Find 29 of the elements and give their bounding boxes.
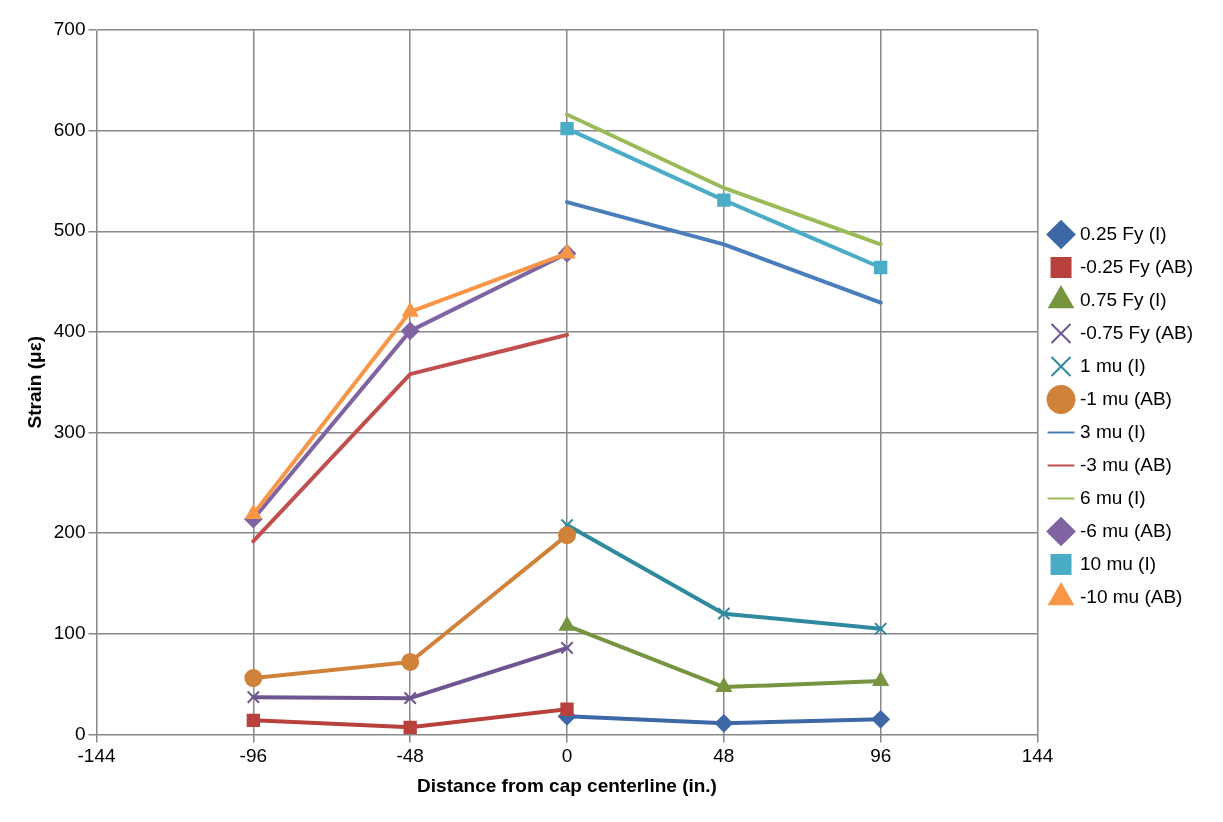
legend-label: 10 mu (I) — [1080, 552, 1157, 574]
y-tick-label: 200 — [53, 521, 86, 543]
legend-label: -0.75 Fy (AB) — [1080, 321, 1194, 343]
y-tick-label: 700 — [53, 18, 86, 40]
x-tick-label: 48 — [713, 745, 735, 767]
y-tick-label: 100 — [53, 622, 86, 644]
y-tick-label: 500 — [53, 219, 86, 241]
x-tick-label: -48 — [396, 745, 424, 767]
x-tick-label: 96 — [870, 745, 892, 767]
y-axis-title: Strain (με) — [23, 335, 45, 429]
x-tick-label: -144 — [77, 745, 116, 767]
legend-label: -1 mu (AB) — [1080, 387, 1172, 409]
legend-label: -0.25 Fy (AB) — [1080, 255, 1194, 277]
legend-label: -10 mu (AB) — [1080, 585, 1183, 607]
legend-label: 6 mu (I) — [1080, 486, 1146, 508]
legend-label: -3 mu (AB) — [1080, 453, 1172, 475]
x-tick-label: 144 — [1021, 745, 1054, 767]
legend-label: 1 mu (I) — [1080, 354, 1146, 376]
x-tick-label: -96 — [239, 745, 268, 767]
legend-label: 0.25 Fy (I) — [1080, 222, 1167, 244]
x-tick-label: 0 — [561, 745, 573, 767]
x-axis-title: Distance from cap centerline (in.) — [417, 774, 717, 796]
legend-label: -6 mu (AB) — [1080, 519, 1172, 541]
legend-label: 3 mu (I) — [1080, 420, 1146, 442]
y-tick-label: 300 — [53, 420, 86, 442]
y-tick-label: 600 — [53, 118, 86, 140]
y-tick-label: 0 — [74, 722, 86, 744]
legend-label: 0.75 Fy (I) — [1080, 288, 1167, 310]
y-tick-label: 400 — [53, 320, 86, 342]
